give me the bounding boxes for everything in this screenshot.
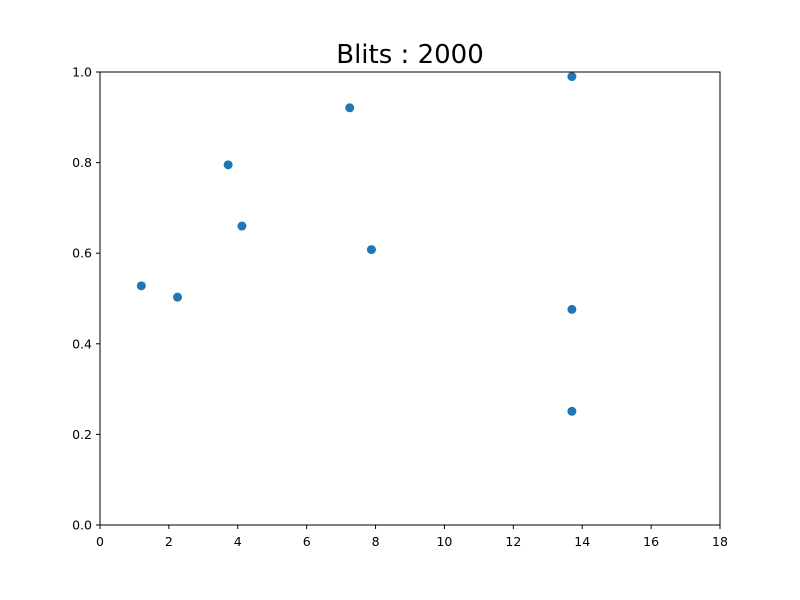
scatter-point	[345, 103, 355, 113]
x-tick-label: 14	[574, 534, 590, 549]
x-tick-label: 4	[234, 534, 242, 549]
scatter-point	[567, 406, 577, 416]
x-tick-label: 12	[505, 534, 521, 549]
chart-title: Blits : 2000	[336, 40, 483, 70]
scatter-point	[567, 304, 577, 314]
x-tick-label: 0	[96, 534, 104, 549]
data-points	[136, 72, 577, 416]
y-tick-label: 0.2	[72, 427, 92, 442]
x-tick-label: 8	[372, 534, 380, 549]
scatter-point	[366, 245, 376, 255]
plot-area-frame	[99, 71, 721, 526]
x-tick-label: 2	[165, 534, 173, 549]
scatter-point	[223, 160, 233, 170]
y-tick-label: 0.8	[72, 155, 92, 170]
y-tick-label: 0.6	[72, 246, 92, 261]
y-tick-label: 0.4	[72, 336, 92, 351]
y-tick-label: 1.0	[72, 65, 92, 80]
y-tick-label: 0.0	[72, 518, 92, 533]
x-tick-label: 16	[643, 534, 659, 549]
x-tick-label: 18	[712, 534, 728, 549]
scatter-point	[567, 72, 577, 82]
scatter-point	[173, 292, 182, 302]
x-tick-label: 6	[303, 534, 311, 549]
scatter-point	[136, 281, 146, 291]
x-tick-label: 10	[436, 534, 452, 549]
scatter-point	[237, 221, 247, 231]
axis-ticks: 0 2 4 6 8 10 12 14 16 18 0.0 0.2 0.4 0.6 0.8 1.0	[72, 65, 728, 550]
